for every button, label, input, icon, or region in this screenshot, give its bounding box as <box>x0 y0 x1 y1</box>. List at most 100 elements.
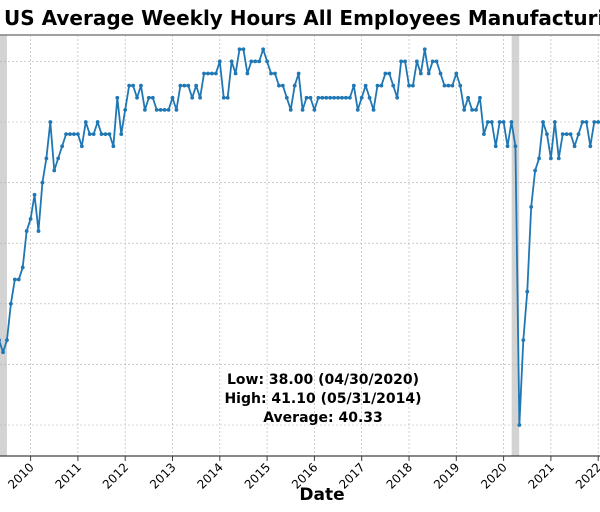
data-point <box>296 71 301 76</box>
data-point <box>170 95 175 100</box>
data-point <box>131 83 135 88</box>
data-point <box>99 132 104 137</box>
data-point <box>119 132 124 137</box>
data-point <box>24 229 29 233</box>
data-point <box>493 144 498 149</box>
data-point <box>497 120 502 124</box>
data-point <box>111 144 116 149</box>
data-point <box>87 132 92 137</box>
data-point <box>596 120 600 124</box>
x-tick-label: 2019 <box>431 460 462 491</box>
data-point <box>509 120 514 124</box>
data-point <box>336 95 340 100</box>
data-point <box>158 107 163 112</box>
data-point <box>308 95 313 100</box>
data-point <box>411 83 415 88</box>
data-point <box>1 350 5 355</box>
data-point <box>280 83 285 88</box>
data-point <box>474 107 478 112</box>
data-point <box>340 95 344 100</box>
data-point <box>564 132 569 137</box>
recession-shading <box>0 35 520 456</box>
data-point <box>533 168 538 173</box>
data-point <box>462 107 467 112</box>
data-point <box>332 95 337 100</box>
data-point <box>395 95 400 100</box>
data-point <box>501 120 506 124</box>
data-point <box>521 338 526 343</box>
data-point <box>324 95 329 100</box>
data-point <box>76 132 80 137</box>
data-point <box>52 168 57 173</box>
recession-band <box>0 35 7 456</box>
data-point <box>68 132 72 137</box>
data-point <box>576 132 581 137</box>
data-point <box>178 83 183 88</box>
data-point <box>48 120 53 124</box>
data-point <box>525 289 530 294</box>
recession-band <box>511 35 520 456</box>
data-point <box>123 107 128 112</box>
data-point <box>79 144 84 149</box>
data-point <box>36 229 41 233</box>
data-point <box>422 47 427 52</box>
data-point <box>470 107 474 112</box>
data-point <box>407 83 411 88</box>
data-point <box>186 83 191 88</box>
data-point <box>288 107 293 112</box>
data-point <box>83 120 88 124</box>
data-point <box>261 47 266 52</box>
data-point <box>418 71 423 76</box>
data-point <box>351 83 356 88</box>
x-tick-label: 2022 <box>573 460 600 491</box>
data-point <box>103 132 108 137</box>
series-line-path <box>0 48 599 426</box>
x-tick-label: 2010 <box>5 460 36 491</box>
data-point <box>481 132 486 137</box>
data-point <box>592 120 597 124</box>
data-point <box>371 107 376 112</box>
data-point <box>414 59 419 64</box>
data-point <box>580 120 585 124</box>
data-point <box>265 59 269 64</box>
data-point <box>458 83 463 88</box>
data-point <box>442 83 447 88</box>
data-point <box>206 71 210 76</box>
data-point <box>320 95 325 100</box>
data-point <box>304 95 309 100</box>
data-point <box>485 120 490 124</box>
data-point <box>174 107 179 112</box>
data-point <box>249 59 254 64</box>
data-point <box>146 95 151 100</box>
data-point <box>5 338 9 343</box>
data-point <box>537 156 541 161</box>
data-point <box>56 156 61 161</box>
data-point <box>316 95 321 100</box>
data-point <box>450 83 455 88</box>
x-tick-label: 2013 <box>147 460 178 491</box>
data-point <box>32 192 37 197</box>
data-point <box>363 83 368 88</box>
data-point <box>312 107 317 112</box>
data-point <box>513 144 518 149</box>
data-point <box>166 107 171 112</box>
data-point <box>237 47 242 52</box>
data-point <box>190 95 195 100</box>
data-point <box>213 71 218 76</box>
annotation-average: Average: 40.33 <box>263 410 383 426</box>
data-point <box>347 95 352 100</box>
data-point <box>143 107 147 112</box>
data-point <box>210 71 214 76</box>
data-point <box>454 71 459 76</box>
data-point <box>292 83 297 88</box>
data-point <box>387 71 392 76</box>
data-point <box>245 71 250 76</box>
data-point <box>403 59 407 64</box>
data-point <box>572 144 577 149</box>
data-point <box>560 132 565 137</box>
data-point <box>430 59 435 64</box>
x-tick-label: 2011 <box>53 460 84 491</box>
data-point <box>505 144 510 149</box>
data-point <box>367 95 372 100</box>
data-point <box>344 95 348 100</box>
